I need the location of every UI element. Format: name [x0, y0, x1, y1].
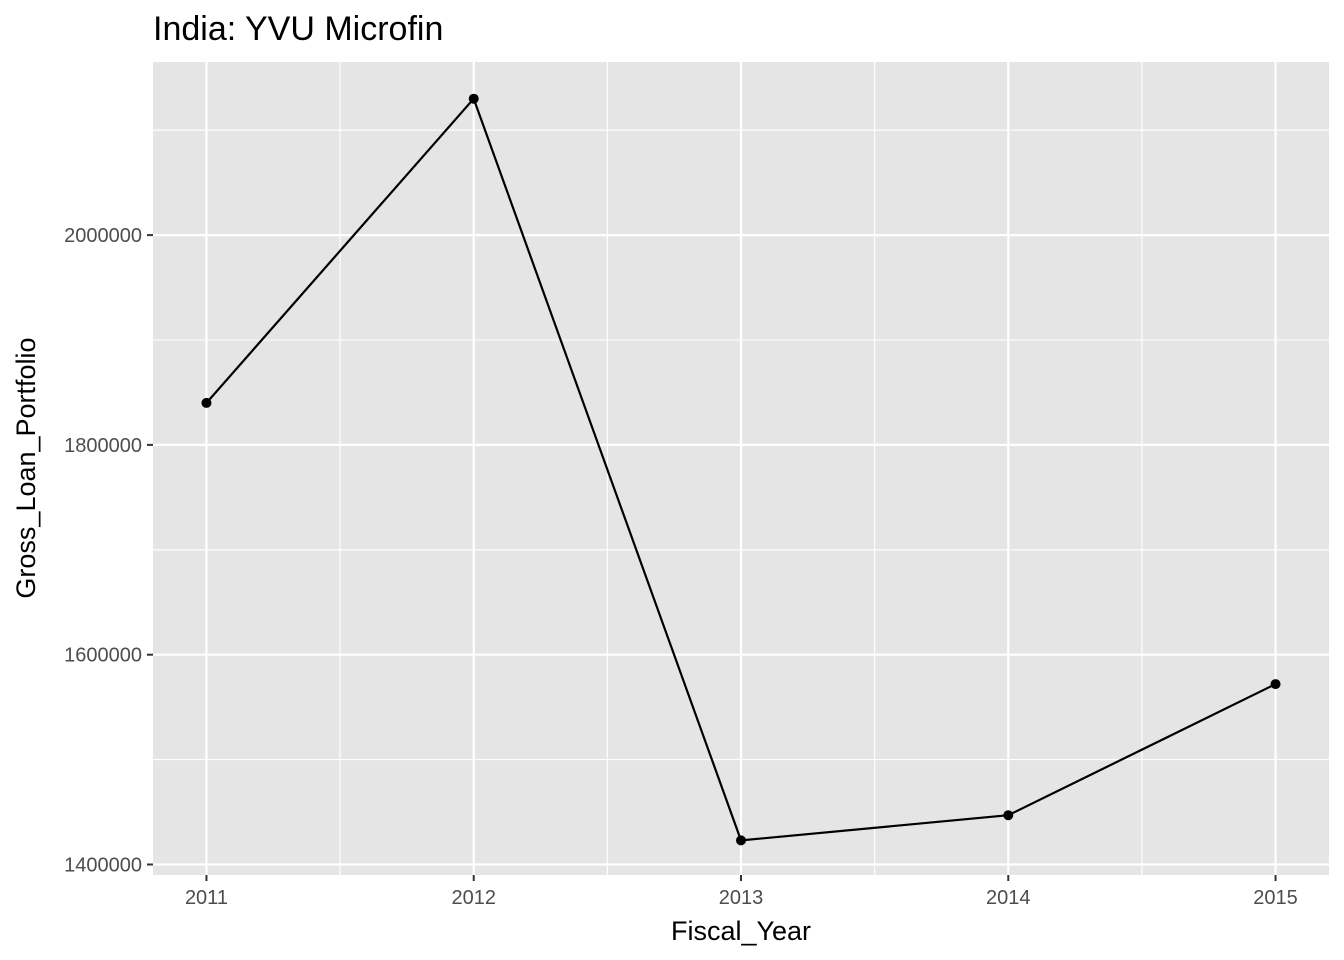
x-tick-label: 2013: [719, 887, 764, 909]
y-axis-title: Gross_Loan_Portfolio: [11, 337, 41, 598]
y-tick-label: 1800000: [64, 435, 142, 457]
data-point: [468, 93, 479, 104]
x-tick-label: 2011: [185, 887, 228, 909]
series-layer: [201, 93, 1281, 846]
x-tick-label: 2015: [1253, 887, 1298, 909]
grid-major: [153, 62, 1329, 875]
y-axis: 1400000 1600000 1800000 2000000: [64, 225, 153, 877]
y-tick-label: 2000000: [64, 225, 142, 247]
data-point: [201, 397, 212, 408]
y-tick-label: 1600000: [64, 645, 142, 667]
x-tick-label: 2014: [986, 887, 1031, 909]
chart-title: India: YVU Microfin: [153, 10, 443, 48]
x-axis: 2011 2012 2013 2014 2015: [185, 875, 1298, 909]
x-axis-title: Fiscal_Year: [671, 916, 811, 946]
y-tick-label: 1400000: [64, 855, 142, 877]
data-point: [1003, 810, 1014, 821]
data-point: [736, 835, 746, 846]
x-tick-label: 2012: [451, 887, 496, 909]
data-point: [1270, 679, 1281, 690]
